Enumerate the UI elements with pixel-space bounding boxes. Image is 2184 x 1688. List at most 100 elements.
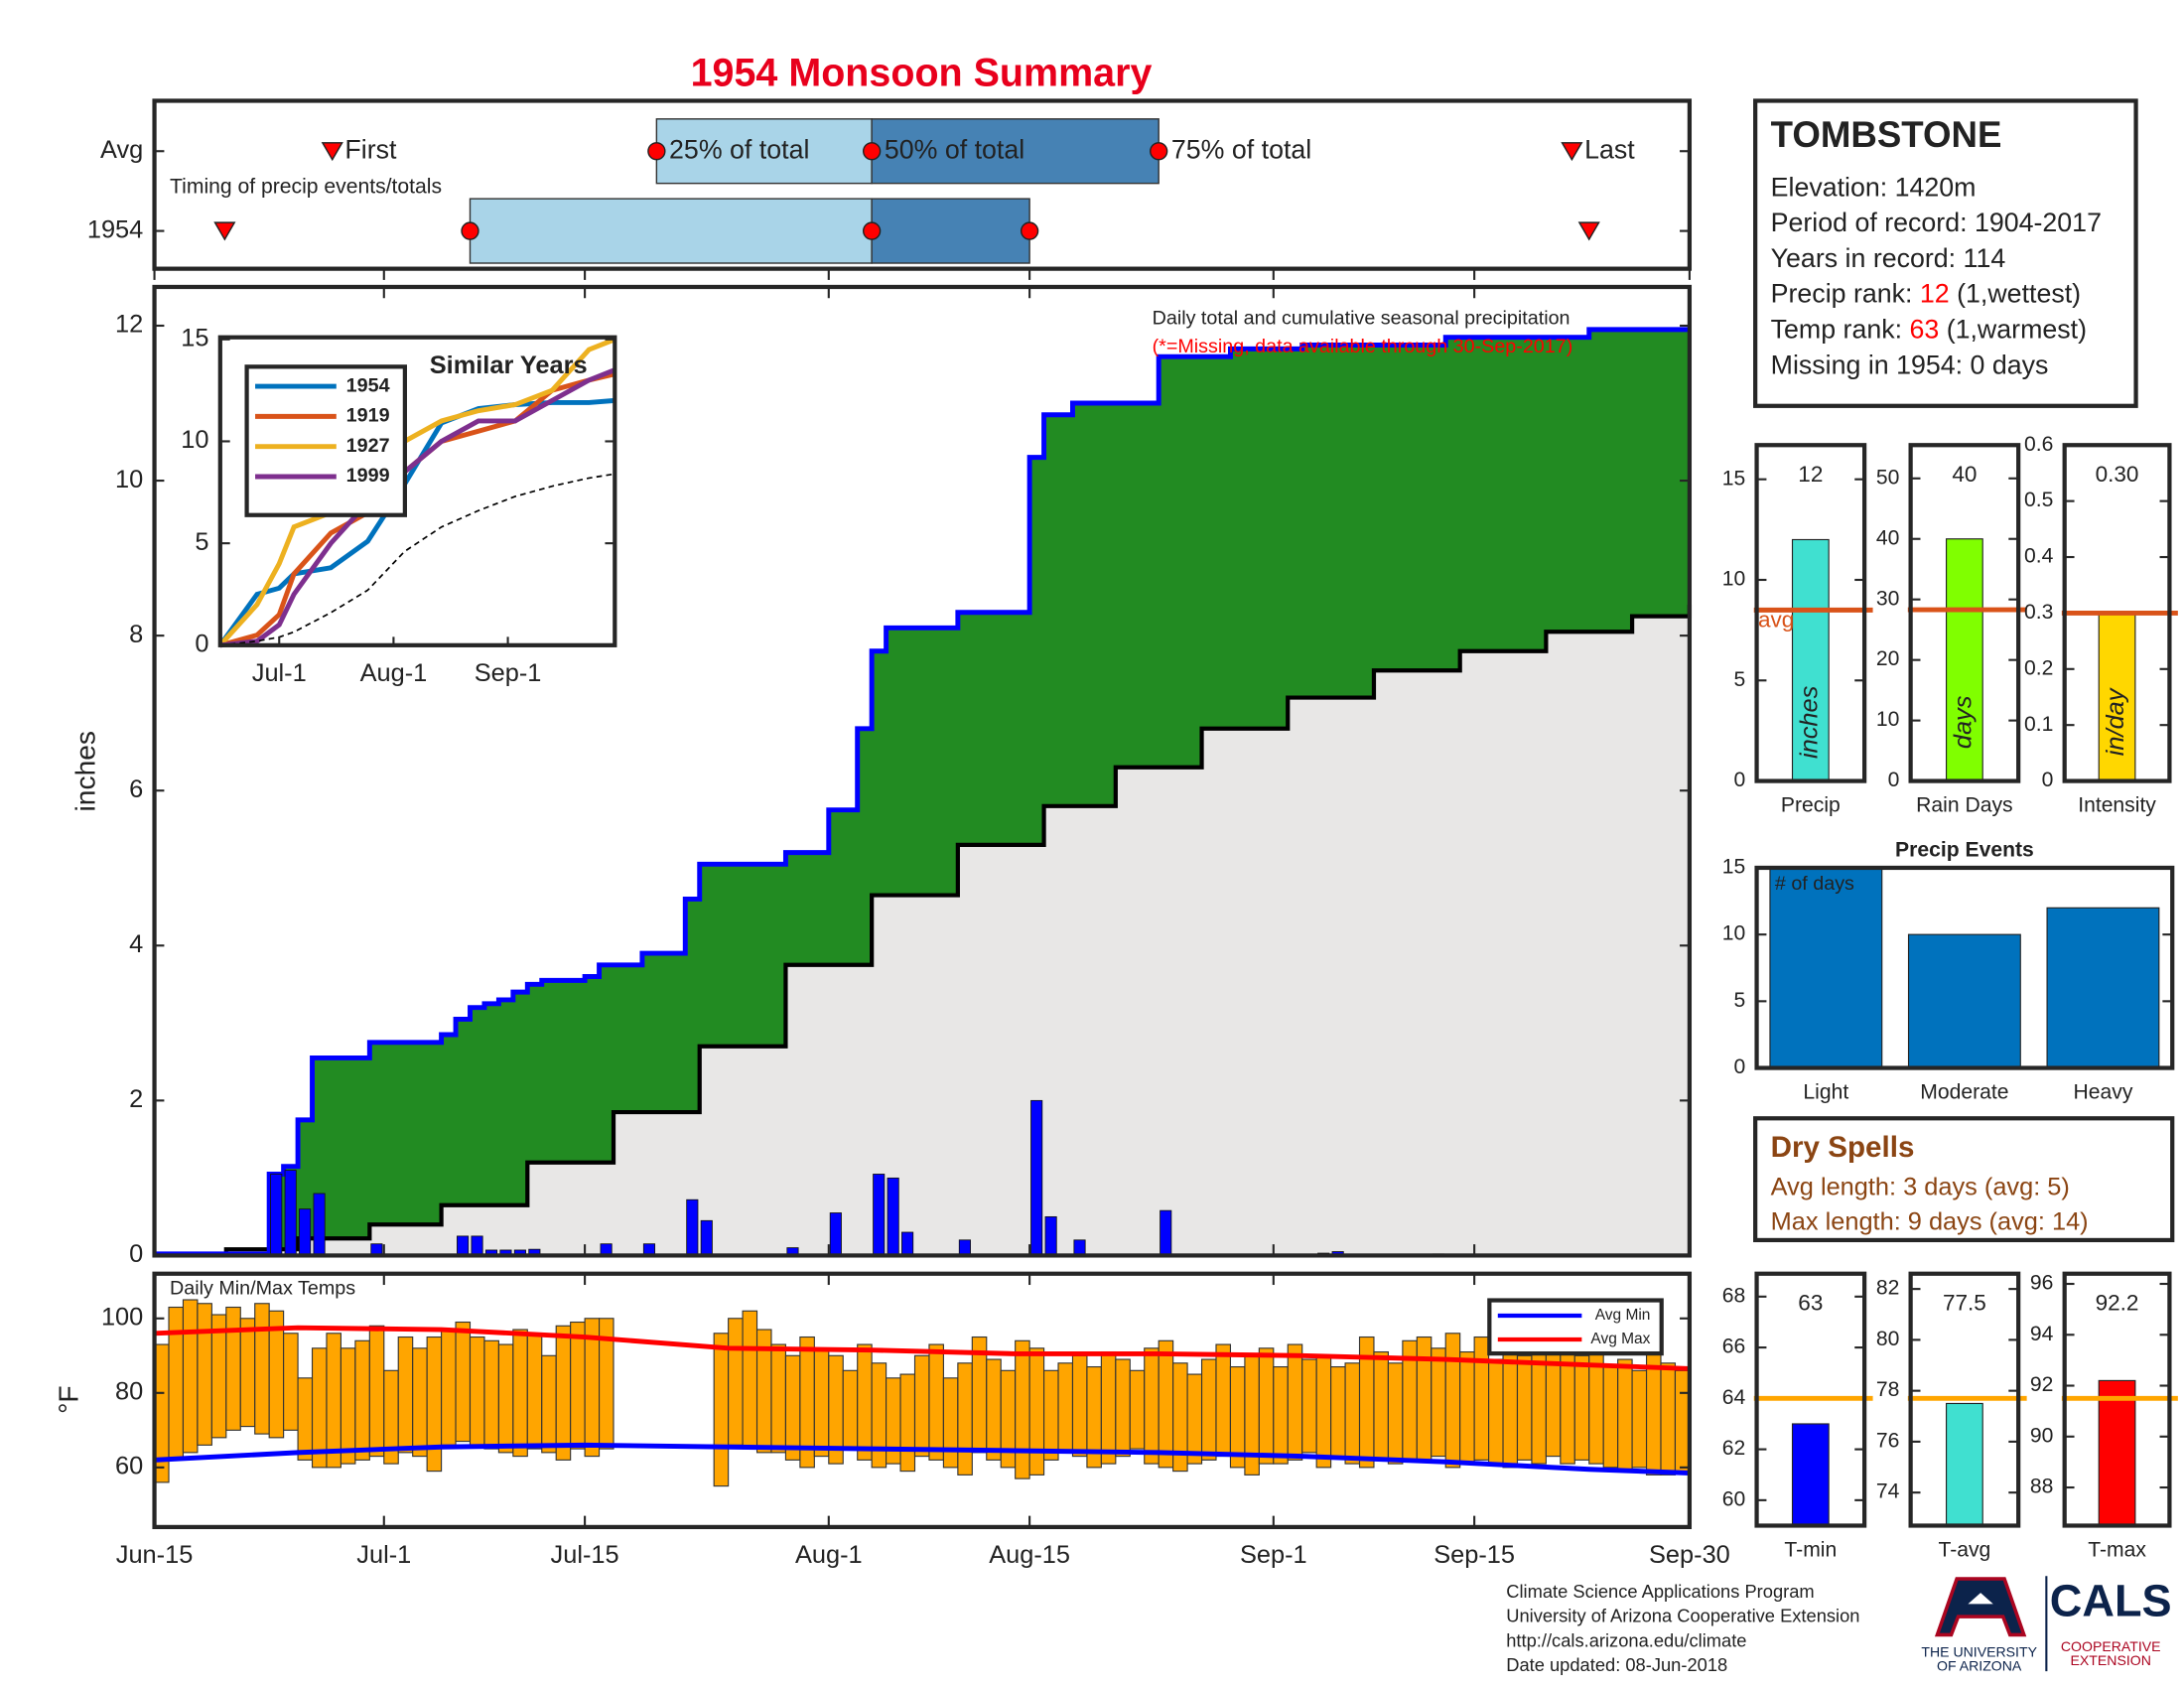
- axes-frame: [1754, 443, 1867, 783]
- temp-bars: [154, 1299, 1690, 1487]
- info-line: Temp rank: 63 (1,warmest): [1771, 315, 2087, 345]
- legend-label: Avg Min: [1595, 1307, 1651, 1324]
- axes-frame: [2062, 443, 2172, 783]
- temp-range-bar: [397, 1336, 414, 1454]
- bar: [2098, 612, 2136, 782]
- temp-range-bar: [1273, 1365, 1289, 1465]
- x-tick-label: T-avg: [1938, 1538, 1990, 1561]
- y-tick-label: 10: [1722, 568, 1746, 591]
- timing-label: Last: [1584, 134, 1635, 164]
- y-tick-label: 60: [115, 1453, 143, 1480]
- timing-label: First: [344, 134, 397, 164]
- y-tick-label: 15: [181, 324, 208, 352]
- y-tick-label: 96: [2030, 1272, 2053, 1295]
- temp-range-bar: [1617, 1358, 1633, 1473]
- axes-frame: [152, 284, 1693, 1258]
- y-tick-label: 30: [1876, 587, 1899, 610]
- temp-range-bar: [857, 1343, 873, 1461]
- y-axis-label: °F: [52, 1385, 83, 1414]
- y-tick-label: 40: [1876, 526, 1899, 549]
- temp-range-bar: [197, 1303, 212, 1446]
- x-tick-label: Precip: [1781, 794, 1841, 817]
- info-text: Years in record: 114: [1771, 243, 2006, 273]
- temp-range-bar: [1416, 1336, 1433, 1461]
- timing-note: Timing of precip events/totals: [170, 175, 442, 198]
- temp-range-bar: [842, 1369, 859, 1450]
- temp-range-bar: [354, 1339, 370, 1461]
- event-marker: [1577, 221, 1600, 241]
- y-tick-label: 94: [2030, 1323, 2054, 1345]
- temp-range-bar: [1516, 1354, 1533, 1461]
- temp-range-bar: [1129, 1369, 1146, 1450]
- y-tick-label: 0.2: [2024, 656, 2053, 679]
- daily-bar: [958, 1239, 971, 1256]
- temp-range-bar: [1057, 1362, 1074, 1454]
- daily-bar: [457, 1235, 470, 1256]
- x-tick-label: Aug-15: [989, 1541, 1070, 1569]
- y-tick-label: 6: [129, 775, 143, 803]
- daily-bar: [686, 1198, 699, 1256]
- temp-range-bar: [455, 1321, 472, 1443]
- y-tick-label: 100: [101, 1303, 143, 1331]
- temp-range-bar: [526, 1333, 543, 1450]
- temp-range-bar: [326, 1333, 341, 1469]
- temp-range-bar: [1100, 1350, 1117, 1465]
- y-tick-label: 66: [1722, 1336, 1746, 1358]
- x-tick-label: Aug-1: [360, 659, 428, 687]
- y-tick-label: 0: [1888, 769, 1900, 791]
- bar: [1769, 867, 1883, 1069]
- temp-range-bar: [1071, 1354, 1088, 1458]
- y-tick-label: 10: [115, 466, 143, 493]
- temp-range-bar: [541, 1354, 557, 1454]
- x-tick-label: Heavy: [2074, 1080, 2133, 1103]
- temp-range-bar: [1573, 1354, 1590, 1461]
- legend-label: Avg Max: [1590, 1331, 1650, 1347]
- daily-bar: [1073, 1239, 1086, 1256]
- temp-range-bar: [555, 1325, 572, 1461]
- quantile-marker: [862, 142, 882, 161]
- dry-spells-line: Avg length: 3 days (avg: 5): [1771, 1173, 2070, 1200]
- y-tick-label: 0: [1734, 769, 1746, 791]
- x-tick-label: Jul-1: [356, 1541, 411, 1569]
- row-label: 1954: [87, 215, 143, 243]
- x-tick-label: Sep-1: [475, 659, 542, 687]
- y-tick-label: 60: [1722, 1487, 1746, 1510]
- temp-range-bar: [1373, 1350, 1389, 1461]
- y-tick-label: 0: [1734, 1055, 1746, 1078]
- daily-bar: [1044, 1215, 1057, 1256]
- y-tick-label: 5: [1734, 989, 1746, 1012]
- value-label: 12: [1798, 462, 1823, 487]
- y-tick-label: 10: [1722, 922, 1746, 945]
- temp-range-bar: [426, 1336, 443, 1473]
- y-tick-label: 68: [1722, 1284, 1746, 1307]
- y-tick-label: 92: [2030, 1373, 2053, 1396]
- average-area: [154, 604, 1690, 1256]
- footer-line: http://cals.arizona.edu/climate: [1506, 1629, 1746, 1650]
- bar: [1946, 1402, 1983, 1527]
- bar: [2098, 1379, 2136, 1527]
- quantile-marker: [1020, 221, 1039, 240]
- avg-temp-line: [154, 1442, 1690, 1476]
- value-label: 92.2: [2096, 1291, 2139, 1316]
- temp-range-bar: [942, 1377, 959, 1469]
- legend-label: 1927: [346, 435, 390, 457]
- temp-range-bar: [368, 1325, 385, 1458]
- x-tick-label: Aug-1: [795, 1541, 863, 1569]
- temp-range-bar: [1287, 1343, 1303, 1461]
- temp-range-bar: [1115, 1358, 1131, 1458]
- average-label: avg: [1758, 608, 1794, 633]
- temp-range-bar: [713, 1333, 730, 1487]
- legend-label: 1954: [346, 374, 390, 396]
- event-marker: [1561, 142, 1583, 162]
- unit-label: days: [1950, 695, 1978, 749]
- axes-frame: [1908, 443, 2021, 783]
- bar: [1791, 1423, 1830, 1527]
- unit-label: in/day: [2102, 687, 2129, 756]
- y-tick-label: 64: [1722, 1386, 1746, 1409]
- y-tick-label: 5: [195, 528, 208, 556]
- temp-range-bar: [957, 1362, 973, 1476]
- x-tick-label: Light: [1803, 1080, 1848, 1103]
- bar: [1946, 538, 1983, 782]
- y-tick-label: 5: [1734, 668, 1746, 691]
